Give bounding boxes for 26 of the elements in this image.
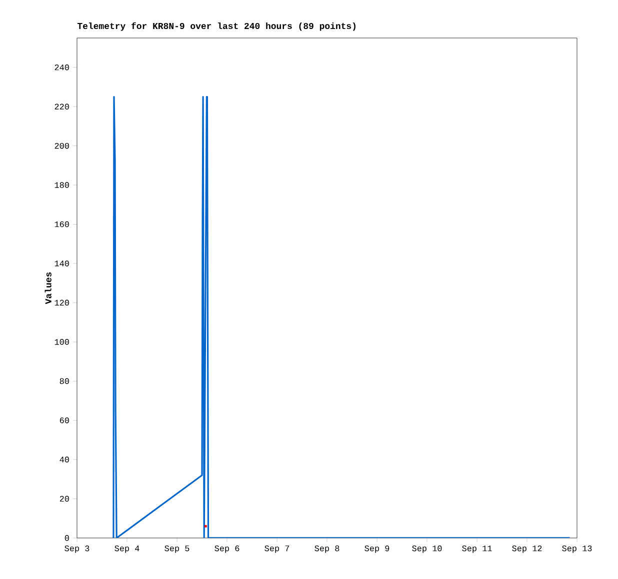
y-tick-label: 160 <box>54 221 69 228</box>
x-tick-label: Sep 11 <box>462 546 492 553</box>
x-tick-label: Sep 12 <box>512 546 542 553</box>
chart-title: Telemetry for KR8N-9 over last 240 hours (89 points) <box>77 22 356 31</box>
y-tick-label: 80 <box>60 378 69 384</box>
y-tick-label: 60 <box>60 417 69 424</box>
y-tick-label: 240 <box>54 64 69 70</box>
x-tick-label: Sep 10 <box>412 546 442 553</box>
y-tick-label: 200 <box>54 142 69 149</box>
x-tick-label: Sep 4 <box>114 546 140 553</box>
y-tick-label: 100 <box>54 339 69 345</box>
y-tick-label: 120 <box>54 300 69 306</box>
y-tick-label: 0 <box>64 535 69 541</box>
x-tick-label: Sep 6 <box>214 546 240 553</box>
x-tick-label: Sep 13 <box>562 546 592 553</box>
y-tick-label: 140 <box>54 260 69 266</box>
x-tick-label: Sep 3 <box>64 546 90 553</box>
x-tick-label: Sep 7 <box>264 546 290 553</box>
x-tick-label: Sep 8 <box>314 546 340 553</box>
x-tick-label: Sep 5 <box>164 546 190 553</box>
y-tick-label: 40 <box>60 456 69 462</box>
y-tick-label: 20 <box>60 496 69 502</box>
y-axis-title: Values <box>44 272 52 304</box>
x-tick-label: Sep 9 <box>364 546 390 553</box>
y-tick-label: 220 <box>54 104 69 110</box>
y-tick-label: 180 <box>54 182 69 188</box>
